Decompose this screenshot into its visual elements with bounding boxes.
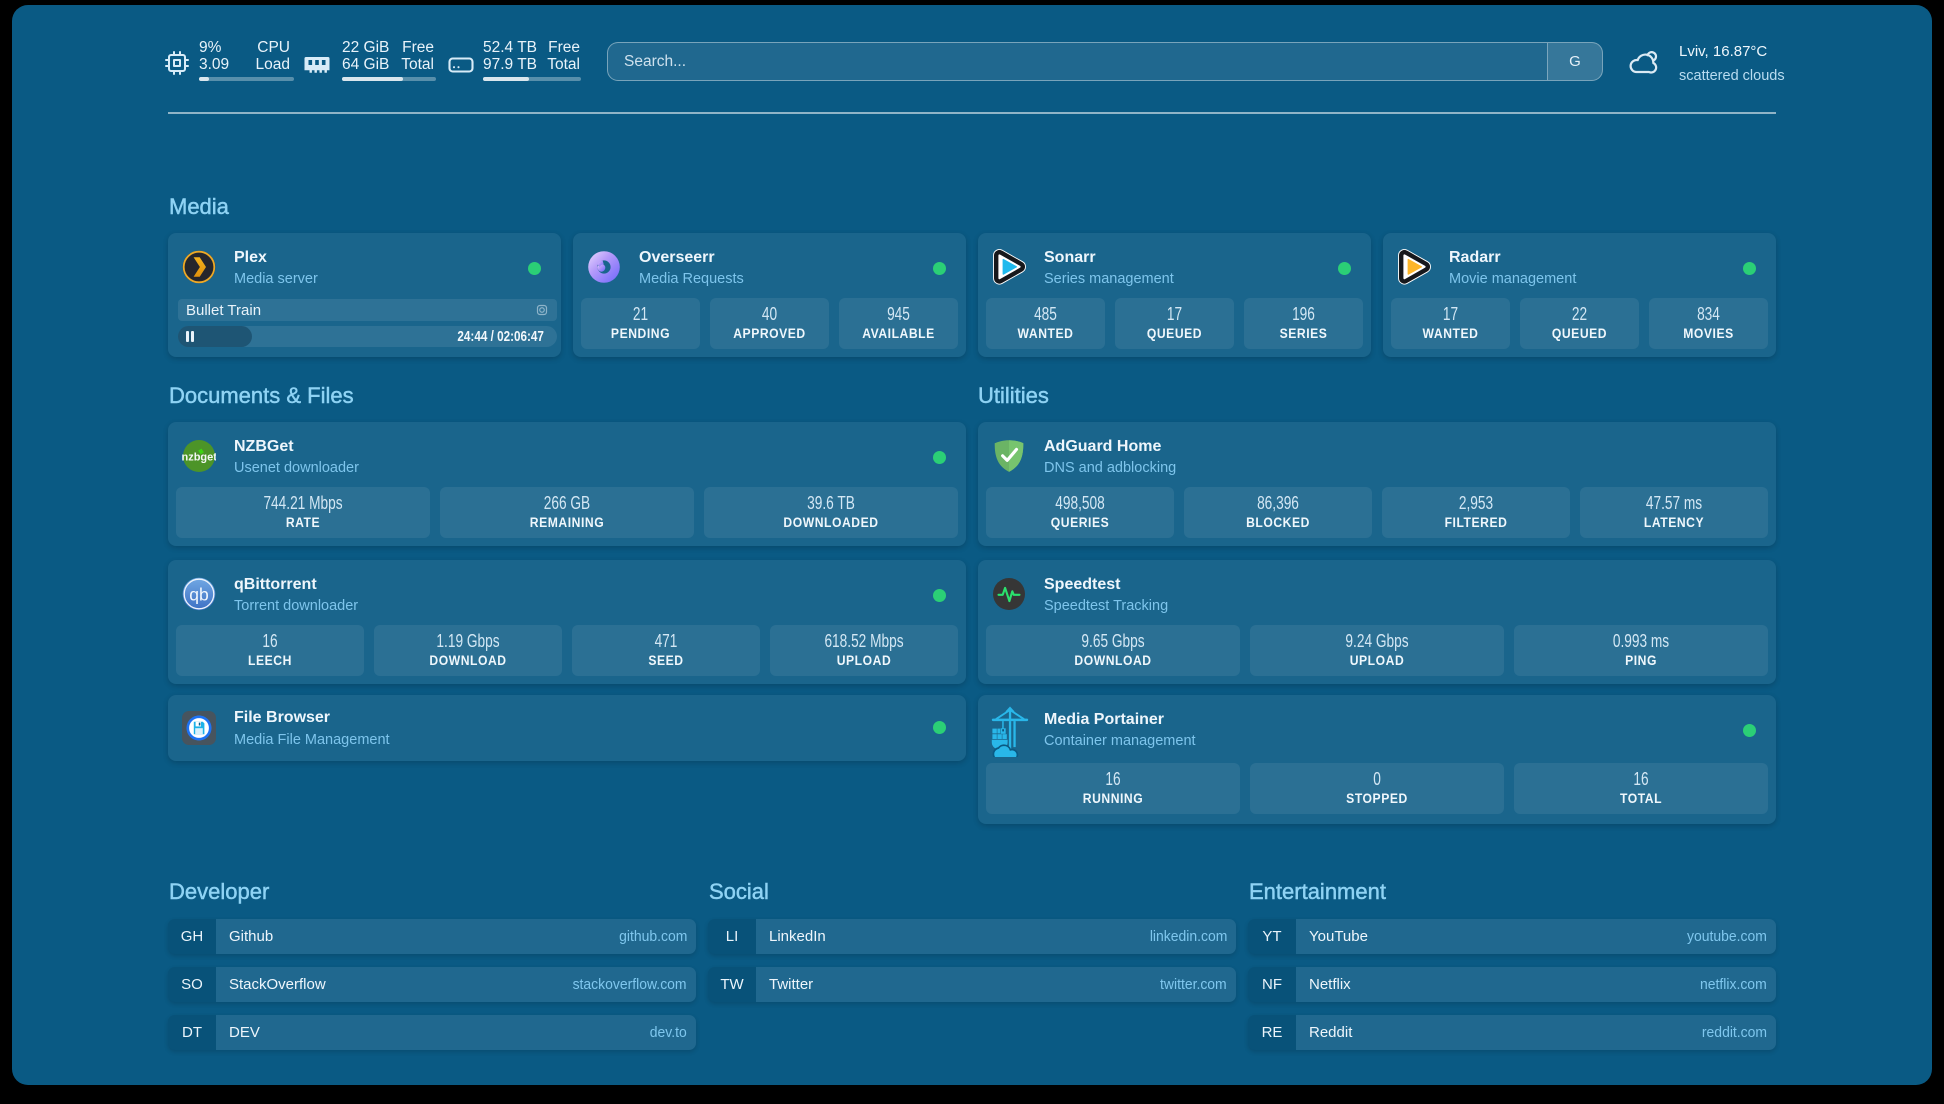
svg-text:nzbget: nzbget [182,452,216,464]
svg-text:qb: qb [189,584,208,604]
